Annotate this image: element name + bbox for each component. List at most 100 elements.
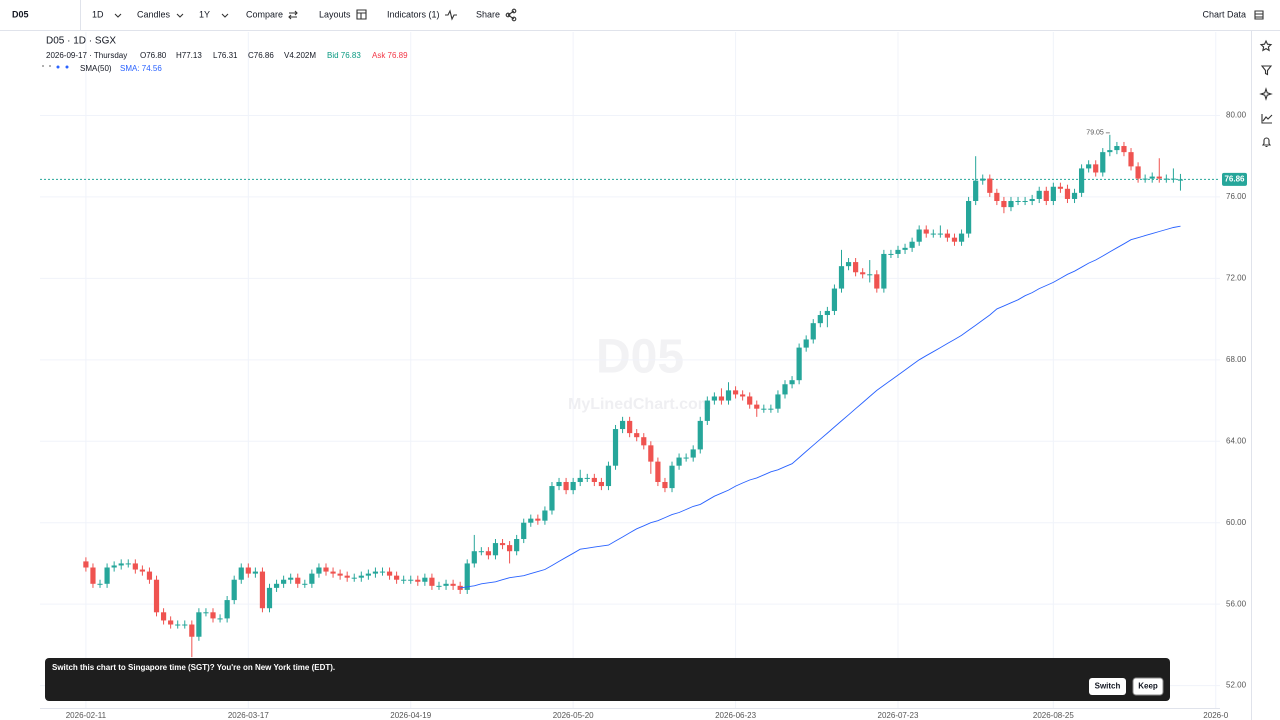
candle-body: [160, 612, 167, 621]
share[interactable]: Share: [476, 9, 500, 19]
switch-label[interactable]: Switch: [1095, 682, 1121, 691]
candle-body: [966, 201, 972, 234]
candle-body: [1121, 146, 1127, 153]
candle-body: [909, 241, 915, 248]
switch-button[interactable]: [1089, 678, 1126, 695]
layouts-icon: [356, 9, 367, 20]
candle-body: [881, 253, 887, 289]
x-tick-label: 2026-02-11: [66, 711, 107, 720]
x-tick-label: 2026-05-20: [553, 711, 594, 720]
candle-body: [182, 624, 188, 626]
candle-body: [796, 347, 802, 381]
candle-body: [90, 567, 96, 584]
layouts[interactable]: Layouts: [319, 9, 351, 19]
candle-body: [1057, 186, 1064, 189]
candle-body: [591, 477, 597, 482]
candle-body: [577, 477, 583, 482]
candle-body: [189, 624, 195, 637]
watchlist-icon[interactable]: [1259, 39, 1273, 52]
keep-label[interactable]: Keep: [1138, 682, 1158, 691]
candle-body: [655, 461, 661, 482]
candle-body: [810, 323, 816, 340]
candle-body: [867, 274, 873, 276]
candle-body: [951, 237, 958, 242]
candle-body: [902, 247, 908, 250]
candle-body: [302, 583, 308, 585]
candle-body: [266, 587, 273, 609]
candle-body: [132, 563, 138, 570]
keep-button[interactable]: [1132, 677, 1164, 696]
indicators-icon: [445, 9, 457, 21]
legend-volume: V4.202M: [284, 51, 316, 60]
indicators[interactable]: Indicators (1): [387, 9, 440, 19]
y-tick-label: 80.00: [1226, 111, 1247, 120]
share-icon: [505, 12, 511, 18]
candle-body: [295, 577, 301, 584]
y-tick-label: 64.00: [1226, 436, 1247, 445]
filter-icon[interactable]: [1260, 65, 1273, 76]
interval[interactable]: 1D: [92, 9, 104, 19]
candle-body: [782, 384, 788, 395]
candle-body: [252, 571, 258, 574]
range[interactable]: 1Y: [199, 9, 210, 19]
candle-body: [351, 577, 357, 579]
candle-body: [535, 518, 541, 521]
candle-body: [570, 481, 576, 491]
candle-body: [1163, 178, 1169, 180]
last-price-badge: [1222, 172, 1247, 186]
y-tick-label: 56.00: [1226, 599, 1247, 608]
candle-body: [895, 249, 901, 254]
candle-body: [563, 481, 569, 491]
candle-body: [379, 571, 386, 573]
candle-body: [1008, 201, 1014, 208]
compare[interactable]: Compare: [246, 9, 283, 19]
candle-body: [676, 457, 682, 466]
symbol[interactable]: D05: [12, 9, 29, 19]
candle-body: [930, 233, 936, 235]
legend-date: 2026-09-17 · Thursday: [46, 51, 127, 60]
alert-icon[interactable]: [1261, 137, 1272, 148]
share-icon: [511, 8, 517, 14]
candle-body: [146, 571, 153, 580]
candle-body: [958, 233, 965, 242]
candle-body: [754, 404, 760, 409]
candle-body: [506, 545, 513, 552]
plot-area: 79.05: [40, 32, 1220, 708]
candle-body: [704, 400, 710, 421]
candle-body: [747, 396, 753, 405]
candle-body: [217, 618, 223, 620]
toolbar: [0, 0, 1280, 30]
candle-body: [1015, 201, 1021, 202]
chart-icon[interactable]: [1261, 114, 1273, 124]
candle-body: [139, 569, 145, 572]
candle-body: [436, 585, 442, 587]
chart-type[interactable]: Candles: [137, 9, 171, 19]
legend-title: D05 · 1D · SGX: [46, 36, 116, 47]
chart-data-button[interactable]: Chart Data: [1202, 9, 1246, 19]
candle-body: [1114, 146, 1120, 151]
chevron: [221, 13, 229, 18]
candle-body: [619, 420, 626, 430]
compare-icon: [288, 10, 298, 20]
watermark-symbol: D05: [596, 331, 684, 384]
legend-high: H77.13: [176, 51, 202, 60]
y-tick-label: 68.00: [1226, 355, 1247, 364]
candle-body: [973, 180, 979, 201]
legend-controls[interactable]: [42, 65, 69, 69]
y-tick-label: 72.00: [1226, 273, 1247, 282]
candle-body: [1135, 166, 1141, 179]
chevron: [176, 13, 184, 18]
candle-body: [775, 394, 781, 409]
x-tick-label: 2026-07-23: [878, 711, 919, 720]
candle-body: [648, 445, 654, 462]
candle-body: [549, 486, 555, 511]
candle-body: [980, 178, 986, 181]
share-icon: [507, 10, 515, 20]
candle-body: [831, 288, 838, 311]
candle-body: [740, 394, 746, 397]
ai-icon[interactable]: [1259, 87, 1273, 101]
chevron: [114, 13, 122, 18]
candle-body: [514, 539, 520, 552]
